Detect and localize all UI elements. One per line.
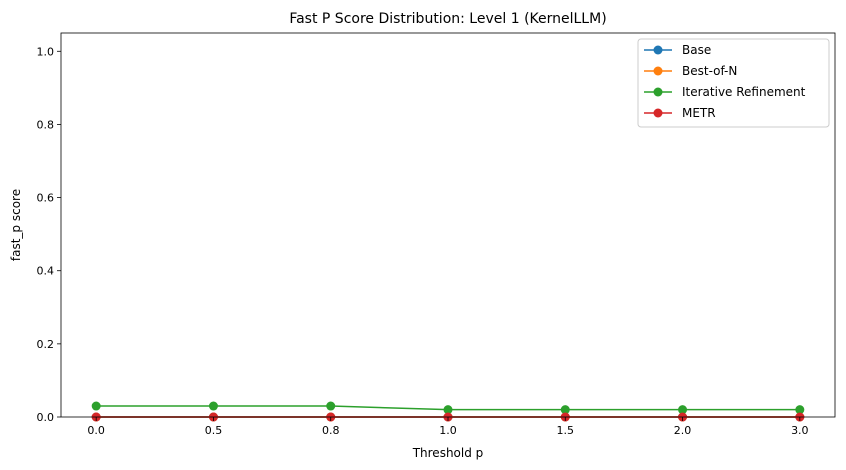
- legend-marker-metr: [653, 108, 663, 118]
- point-iterative-refinement-6: [795, 405, 805, 415]
- legend-items: Base Best-of-N Iterative Refinement METR: [644, 43, 806, 120]
- legend-item-base: Base: [644, 43, 711, 57]
- x-tick-label-6: 3.0: [791, 424, 809, 437]
- legend-box: [637, 38, 830, 128]
- y-tick-label-4: 0.8: [37, 118, 55, 131]
- point-iterative-refinement-5: [678, 405, 688, 415]
- point-iterative-refinement-2: [326, 401, 336, 411]
- chart-title: Fast P Score Distribution: Level 1 (Kern…: [289, 11, 606, 27]
- legend-label-metr: METR: [682, 106, 716, 120]
- legend-item-best-of-n: Best-of-N: [644, 64, 737, 78]
- legend-marker-best-of-n: [653, 66, 663, 76]
- point-iterative-refinement-3: [443, 405, 453, 415]
- x-tick-label-0: 0.0: [87, 424, 105, 437]
- y-tick-label-1: 0.2: [37, 338, 55, 351]
- y-tick-label-2: 0.4: [37, 265, 55, 278]
- point-iterative-refinement-1: [208, 401, 218, 411]
- y-axis: 0.0 0.2 0.4 0.6 0.8 1.0: [37, 45, 61, 424]
- x-tick-label-4: 1.5: [557, 424, 575, 437]
- legend-item-iterative-refinement: Iterative Refinement: [644, 85, 806, 99]
- legend-label-best-of-n: Best-of-N: [682, 64, 737, 78]
- x-tick-label-5: 2.0: [674, 424, 692, 437]
- legend-marker-iterative-refinement: [653, 87, 663, 97]
- legend: Base Best-of-N Iterative Refinement METR: [637, 38, 830, 128]
- series-iterative-refinement: [91, 401, 805, 415]
- x-axis-label: Threshold p: [412, 446, 484, 460]
- legend-label-base: Base: [682, 43, 711, 57]
- y-tick-label-5: 1.0: [37, 45, 55, 58]
- legend-marker-base: [653, 45, 663, 55]
- legend-item-metr: METR: [644, 106, 716, 120]
- legend-label-iterative-refinement: Iterative Refinement: [682, 85, 806, 99]
- y-axis-label: fast_p score: [9, 189, 23, 261]
- y-tick-label-3: 0.6: [37, 192, 55, 205]
- point-iterative-refinement-4: [560, 405, 570, 415]
- x-tick-label-3: 1.0: [439, 424, 457, 437]
- point-iterative-refinement-0: [91, 401, 101, 411]
- x-tick-label-2: 0.8: [322, 424, 340, 437]
- x-axis: 0.0 0.5 0.8 1.0 1.5 2.0 3.0: [87, 417, 809, 437]
- x-tick-label-1: 0.5: [205, 424, 223, 437]
- y-tick-label-0: 0.0: [37, 411, 55, 424]
